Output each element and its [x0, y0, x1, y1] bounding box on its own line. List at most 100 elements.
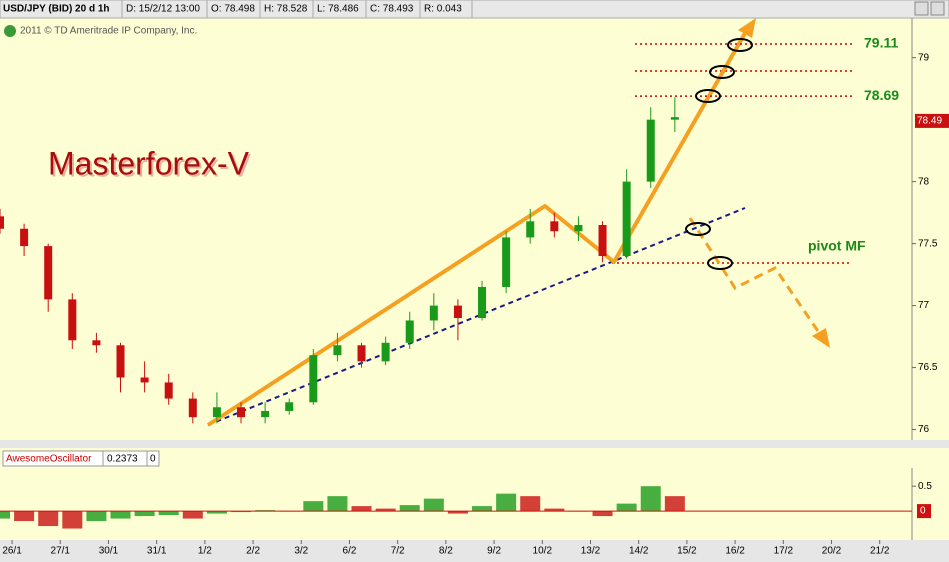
ellipse — [727, 38, 753, 52]
candle-body — [20, 228, 29, 247]
x-tick-label: 31/1 — [147, 546, 167, 557]
candle-body — [574, 225, 583, 232]
x-tick-label: 30/1 — [99, 546, 119, 557]
x-tick-label: 21/2 — [870, 546, 890, 557]
x-tick-label: 14/2 — [629, 546, 649, 557]
x-tick-label: 15/2 — [677, 546, 697, 557]
level-label: 78.69 — [864, 87, 899, 103]
osc-bar — [303, 501, 324, 512]
candle-body — [261, 410, 270, 418]
header-bar — [0, 0, 949, 19]
date: D: 15/2/12 13:00 — [126, 4, 200, 15]
candle-body — [622, 181, 631, 257]
osc-bar — [351, 506, 372, 512]
x-tick-label: 1/2 — [198, 546, 212, 557]
osc-bar — [110, 511, 131, 519]
osc-bar — [423, 498, 444, 512]
arrow-head — [812, 328, 830, 348]
projection — [688, 217, 824, 338]
x-tick-label: 10/2 — [533, 546, 553, 557]
osc-last-value: 0.2373 — [107, 454, 138, 465]
candle-body — [92, 340, 101, 346]
last-price-label: 78.49 — [917, 116, 942, 127]
osc-bar — [664, 496, 685, 512]
x-tick-label: 9/2 — [487, 546, 501, 557]
osc-bar — [86, 511, 107, 522]
candle-body — [381, 342, 390, 362]
x-tick-label: 3/2 — [294, 546, 308, 557]
ellipse — [695, 89, 721, 103]
osc-bar — [0, 511, 10, 519]
x-tick-label: 6/2 — [343, 546, 357, 557]
candle-body — [116, 345, 125, 378]
osc-bar — [399, 505, 420, 512]
ellipse — [709, 65, 735, 79]
title-shadow: Masterforex-V — [50, 147, 252, 183]
candle-body — [502, 237, 511, 288]
zero-box — [917, 504, 931, 519]
osc-bar — [182, 511, 203, 519]
candle-body — [478, 287, 487, 318]
x-axis-bar — [0, 540, 949, 562]
candle-body — [598, 225, 607, 257]
ellipses — [685, 38, 753, 270]
candle-body — [646, 119, 655, 182]
y-tick-label: 77 — [918, 300, 930, 311]
x-tick-label: 2/2 — [246, 546, 260, 557]
x-tick-label: 26/1 — [2, 546, 22, 557]
logo — [4, 25, 16, 37]
osc-bar — [592, 511, 613, 517]
divider — [0, 440, 949, 448]
osc-bar — [520, 496, 541, 512]
button[interactable] — [914, 1, 929, 16]
candle-body — [453, 305, 462, 318]
y-tick-label: 79 — [918, 52, 930, 63]
candle-body — [212, 407, 221, 418]
osc-title: AwesomeOscillator — [6, 454, 92, 465]
candle-body — [68, 299, 77, 341]
candle-body — [140, 377, 149, 383]
osc-zero-box — [146, 450, 160, 467]
y-tick-label: 76 — [918, 424, 930, 435]
osc-header — [0, 448, 949, 468]
candle-body — [550, 221, 559, 232]
candle-body — [188, 398, 197, 418]
copyright: 2011 © TD Ameritrade IP Company, Inc. — [20, 26, 197, 37]
candle-body — [0, 216, 4, 229]
candle-body — [237, 407, 246, 418]
ellipse — [707, 256, 733, 270]
osc-bar — [327, 496, 348, 512]
x-tick-label: 17/2 — [774, 546, 794, 557]
y-tick-label: 76.5 — [918, 362, 938, 373]
candle-body — [333, 345, 342, 356]
high: H: 78.528 — [264, 4, 308, 15]
range: R: 0.043 — [424, 4, 462, 15]
pivot-label: pivot MF — [808, 238, 866, 254]
chart-title: Masterforex-V — [48, 145, 250, 181]
candle-body — [429, 305, 438, 321]
x-tick-label: 7/2 — [391, 546, 405, 557]
osc-bar — [158, 511, 179, 516]
y-tick-label: 77.5 — [918, 238, 938, 249]
osc-bar — [134, 511, 155, 517]
candle-body — [526, 221, 535, 238]
osc-bar — [447, 511, 468, 514]
open: O: 78.498 — [211, 4, 255, 15]
x-tick-label: 27/1 — [51, 546, 71, 557]
arrow-head — [738, 18, 756, 38]
candle-body — [309, 355, 318, 403]
osc-bar — [38, 511, 59, 527]
level-label: 79.11 — [864, 35, 898, 51]
y2-tick-label: 0.5 — [918, 481, 932, 492]
osc-bar — [496, 493, 517, 512]
osc-bar — [640, 486, 661, 512]
button[interactable] — [930, 1, 945, 16]
candle-body — [164, 382, 173, 399]
x-tick-label: 13/2 — [581, 546, 601, 557]
candle-body — [44, 246, 53, 300]
v-pattern — [206, 27, 750, 427]
symbol: USD/JPY (BID) 20 d 1h — [3, 4, 110, 15]
low: L: 78.486 — [317, 4, 359, 15]
osc-bar — [14, 511, 35, 522]
